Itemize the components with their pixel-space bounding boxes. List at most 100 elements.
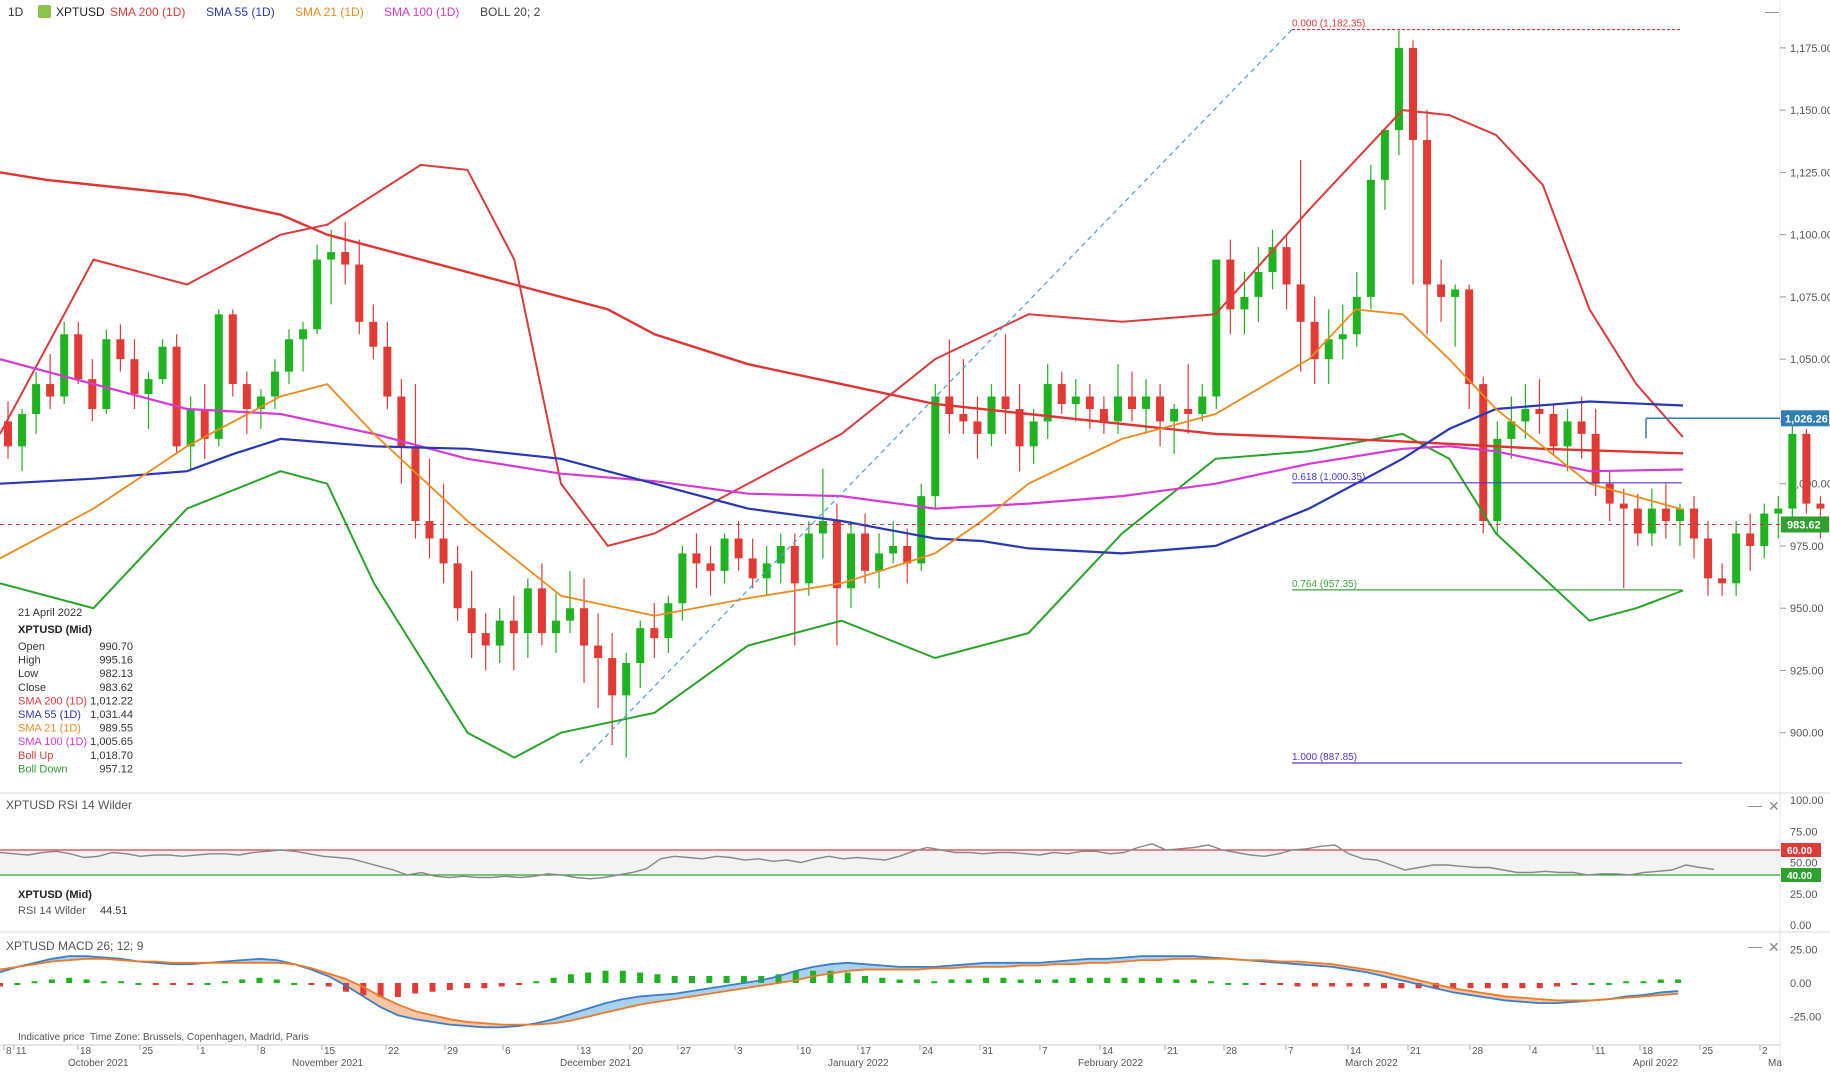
x-axis-day-label: 25 xyxy=(142,1046,154,1057)
candle-body xyxy=(158,346,167,380)
candle-body xyxy=(889,545,898,554)
candle-body xyxy=(130,359,139,395)
candle-body xyxy=(1493,438,1502,522)
macd-histogram-bar xyxy=(827,970,834,983)
x-axis-month-label: April 2022 xyxy=(1633,1058,1678,1069)
x-axis-day-label: 21 xyxy=(1167,1046,1179,1057)
macd-histogram-bar xyxy=(1623,981,1630,984)
price-tick-label: 900.00 xyxy=(1790,728,1824,740)
rsi-close-icon[interactable]: ✕ xyxy=(1768,798,1780,814)
candle-body xyxy=(1352,296,1361,335)
x-axis-day-label: 11 xyxy=(1595,1046,1606,1057)
info-row-value: 1,005.65 xyxy=(90,736,133,748)
info-row-value: 1,031.44 xyxy=(90,709,133,721)
macd-histogram-bar xyxy=(152,982,159,985)
candle-body xyxy=(1507,421,1516,439)
x-axis-month-label: October 2021 xyxy=(68,1058,129,1069)
symbol-icon xyxy=(38,5,51,18)
info-date: 21 April 2022 xyxy=(18,607,82,619)
macd-histogram-bar xyxy=(83,979,90,983)
sma21-line xyxy=(0,308,1684,617)
candle-body xyxy=(1071,396,1080,404)
price-tick-label: 925.00 xyxy=(1790,665,1824,677)
candle-body xyxy=(270,371,279,397)
macd-histogram-bar xyxy=(1554,982,1560,987)
macd-histogram-bar xyxy=(1536,982,1543,989)
info-row-value: 995.16 xyxy=(99,655,133,667)
price-tick-label: 950.00 xyxy=(1790,603,1824,615)
macd-close-icon[interactable]: ✕ xyxy=(1768,939,1780,955)
macd-histogram-bar xyxy=(1467,982,1474,989)
bollinger-upper-line xyxy=(0,109,1684,548)
candle-body xyxy=(1282,247,1291,285)
indicator-legend-item[interactable]: SMA 55 (1D) xyxy=(206,5,275,19)
candle-body xyxy=(959,413,968,422)
x-axis-day-label: 24 xyxy=(922,1046,934,1057)
x-axis-day-label: 25 xyxy=(1702,1046,1714,1057)
candle-body xyxy=(1409,47,1417,141)
macd-fill xyxy=(1384,972,1402,981)
macd-histogram-bar xyxy=(1000,977,1007,983)
x-axis-day-label: 28 xyxy=(1472,1046,1484,1057)
rsi-tick-label: 100.00 xyxy=(1790,795,1824,807)
fib-level-label: 1.000 (887.85) xyxy=(1292,752,1357,763)
candle-body xyxy=(1619,503,1628,509)
candle-body xyxy=(74,334,83,380)
rsi-tick-label: 50.00 xyxy=(1790,858,1818,870)
info-row-key: Close xyxy=(18,682,46,694)
info-row-value: 990.70 xyxy=(99,641,133,653)
macd-histogram-bar xyxy=(879,977,886,983)
candle-body xyxy=(1128,396,1136,409)
indicator-legend-item[interactable]: SMA 200 (1D) xyxy=(110,5,185,19)
candle-body xyxy=(1690,508,1698,539)
minimize-icon: — xyxy=(1765,3,1779,19)
candle-body xyxy=(1015,408,1024,447)
candle-body xyxy=(1423,140,1432,285)
indicator-legend-item[interactable]: SMA 21 (1D) xyxy=(295,5,364,19)
macd-histogram-bar xyxy=(464,982,471,989)
macd-histogram-bar xyxy=(325,982,332,987)
rsi-lower-badge xyxy=(1781,868,1821,882)
candle-body xyxy=(509,620,518,634)
macd-signal-line xyxy=(0,957,1679,1026)
macd-histogram-bar xyxy=(706,976,713,983)
candle-body xyxy=(1156,396,1165,422)
macd-histogram-bar xyxy=(775,974,782,983)
candle-body xyxy=(60,334,69,397)
candle-body xyxy=(594,645,603,659)
rsi-info-label: RSI 14 Wilder xyxy=(18,905,86,917)
macd-histogram-bar xyxy=(1398,982,1405,989)
macd-fill xyxy=(778,970,796,983)
info-row-key: SMA 21 (1D) xyxy=(18,723,81,735)
price-tick-label: 1,075.00 xyxy=(1790,292,1830,304)
candle-body xyxy=(1816,503,1825,509)
sma55-line xyxy=(0,400,1684,555)
candle-body xyxy=(439,538,448,564)
info-row-key: High xyxy=(18,655,41,667)
x-axis-day-label: 14 xyxy=(1350,1046,1362,1057)
indicator-legend-item[interactable]: SMA 100 (1D) xyxy=(384,5,459,19)
fib-level-label: 0.618 (1,000.35) xyxy=(1292,472,1365,483)
macd-histogram-bar xyxy=(689,976,695,983)
candle-body xyxy=(931,396,940,497)
candle-body xyxy=(1633,508,1642,534)
x-axis-day-label: 1 xyxy=(200,1046,206,1057)
indicator-legend-item[interactable]: BOLL 20; 2 xyxy=(480,5,541,19)
candle-body xyxy=(903,545,912,564)
footer-note: Indicative price xyxy=(18,1032,85,1043)
macd-histogram-bar xyxy=(1225,982,1232,985)
macd-histogram-bar xyxy=(14,982,21,985)
macd-fill xyxy=(363,987,381,1008)
candle-body xyxy=(4,421,12,447)
x-axis-day-label: 17 xyxy=(860,1046,872,1057)
rsi-line xyxy=(0,843,1715,880)
candle-body xyxy=(467,608,476,634)
candle-body xyxy=(636,628,645,663)
candle-body xyxy=(313,259,322,330)
candle-body xyxy=(523,588,532,634)
macd-histogram-bar xyxy=(931,981,938,984)
candle-body xyxy=(453,563,462,609)
rsi-tick-label: 75.00 xyxy=(1790,826,1818,838)
candle-body xyxy=(790,545,799,584)
